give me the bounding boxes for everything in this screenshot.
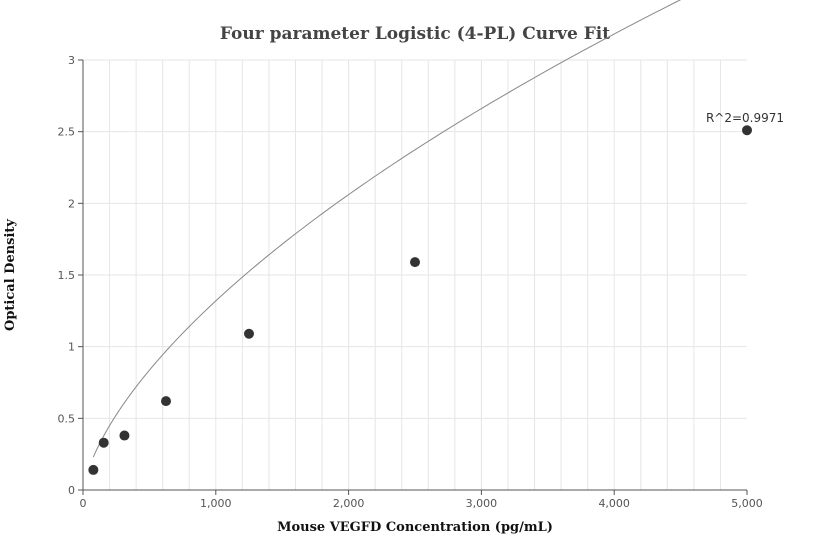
- x-tick-label: 5,000: [731, 497, 763, 510]
- y-tick-label: 2: [68, 197, 75, 210]
- x-tick-label: 1,000: [200, 497, 232, 510]
- y-axis-ticks: 0 0.5 1 1.5 2 2.5 3: [58, 54, 83, 497]
- y-tick-label: 1: [68, 341, 75, 354]
- y-tick-label: 0: [68, 484, 75, 497]
- data-point: [742, 125, 752, 136]
- x-tick-label: 3,000: [466, 497, 498, 510]
- grid: [83, 59, 747, 490]
- data-points: [88, 125, 752, 475]
- y-axis-title: Optical Density: [3, 219, 18, 331]
- chart-title: Four parameter Logistic (4-PL) Curve Fit: [220, 24, 610, 44]
- data-point: [161, 396, 171, 407]
- x-tick-label: 4,000: [598, 497, 630, 510]
- data-point: [88, 464, 99, 475]
- y-tick-label: 0.5: [58, 412, 76, 425]
- data-point: [410, 257, 420, 268]
- data-point: [98, 437, 109, 448]
- fit-curve: [92, 0, 682, 458]
- r-squared-annotation: R^2=0.9971: [706, 111, 784, 125]
- y-tick-label: 1.5: [58, 269, 76, 282]
- y-tick-label: 3: [68, 54, 75, 67]
- x-tick-label: 2,000: [333, 497, 365, 510]
- data-point: [119, 430, 130, 441]
- x-axis-ticks: 0 1,000 2,000 3,000 4,000 5,000: [80, 490, 763, 510]
- y-tick-label: 2.5: [58, 126, 76, 139]
- data-point: [244, 328, 254, 339]
- x-axis-title: Mouse VEGFD Concentration (pg/mL): [277, 520, 553, 535]
- x-tick-label: 0: [80, 497, 87, 510]
